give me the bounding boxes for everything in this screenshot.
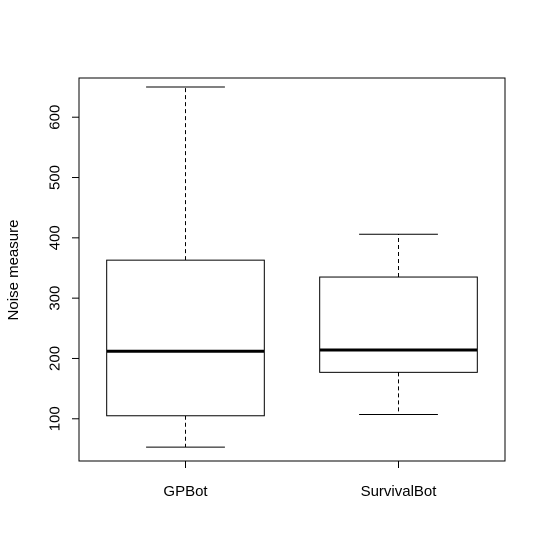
y-tick-label: 200 [46,346,63,371]
iqr-box [106,259,265,417]
boxes [106,86,478,448]
iqr-box [319,276,478,373]
x-axis: GPBot SurvivalBot [163,460,438,500]
y-tick-label: 500 [46,165,63,190]
x-tick-label: SurvivalBot [361,483,438,500]
y-tick-label: 400 [46,225,63,250]
y-tick-label: 600 [46,105,63,130]
y-tick-label: 100 [46,406,63,431]
box-survivalbot [319,233,478,416]
x-tick-label: GPBot [163,483,208,500]
y-axis: 100 200 300 400 500 600 [46,105,80,431]
y-tick-label: 300 [46,286,63,311]
box-gpbot [106,86,265,448]
y-axis-label: Noise measure [5,220,22,321]
